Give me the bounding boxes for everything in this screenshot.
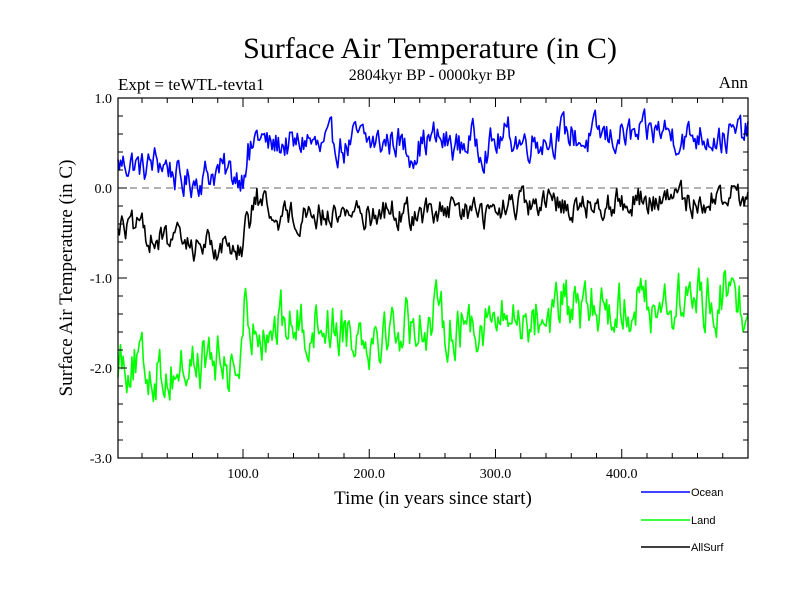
y-tick-label: 0.0 (95, 182, 113, 197)
legend-item-land: Land (641, 515, 715, 527)
series-layer (117, 108, 749, 403)
series-line-land (117, 267, 749, 403)
y-tick-label: -1.0 (90, 272, 112, 287)
series-line-ocean (117, 108, 749, 199)
y-tick-label: 1.0 (95, 92, 113, 107)
tick-layer (118, 97, 748, 459)
y-axis-label: Surface Air Temperature (in C) (56, 160, 77, 397)
chart-title: Surface Air Temperature (in C) (243, 32, 617, 65)
x-tick-label: 100.0 (227, 467, 259, 482)
y-tick-label: -2.0 (90, 362, 112, 377)
tick-label-layer: 100.0 200.0 300.0 400.0 1.0 0.0 -1.0 -2.0 -3.0 (90, 92, 638, 482)
legend-item-ocean: Ocean (641, 487, 723, 499)
x-tick-label: 300.0 (480, 467, 512, 482)
plot-frame (117, 97, 749, 459)
experiment-label: Expt = teWTL-tevta1 (118, 75, 264, 94)
series-line-allsurf (117, 179, 749, 262)
x-tick-label: 200.0 (353, 467, 385, 482)
x-axis-label: Time (in years since start) (334, 488, 532, 509)
legend-label-allsurf: AllSurf (691, 542, 724, 554)
legend-label-ocean: Ocean (691, 487, 723, 499)
season-label: Ann (719, 73, 749, 92)
legend: Ocean Land AllSurf (641, 487, 724, 554)
legend-item-allsurf: AllSurf (641, 542, 724, 554)
legend-label-land: Land (691, 515, 715, 527)
chart-subtitle: 2804kyr BP - 0000kyr BP (349, 67, 516, 84)
x-tick-label: 400.0 (606, 467, 638, 482)
y-tick-label: -3.0 (90, 452, 112, 467)
